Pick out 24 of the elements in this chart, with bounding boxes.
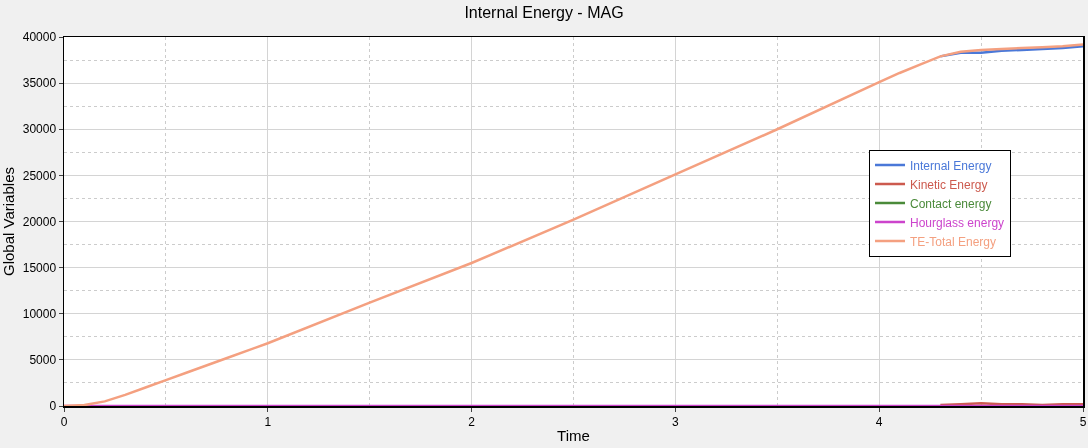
x-tick-label: 0 xyxy=(60,414,68,429)
x-tick-label: 4 xyxy=(875,414,883,429)
y-tick-label: 5000 xyxy=(29,353,57,368)
y-tick-label: 40000 xyxy=(22,30,57,45)
y-tick-label: 35000 xyxy=(22,76,57,91)
legend-label: TE-Total Energy xyxy=(910,234,997,249)
x-tick-label: 1 xyxy=(264,414,272,429)
y-tick-label: 15000 xyxy=(22,260,57,275)
y-tick-label: 30000 xyxy=(22,122,57,137)
y-tick-label: 25000 xyxy=(22,168,57,183)
legend-label: Contact energy xyxy=(910,196,992,211)
legend-label: Hourglass energy xyxy=(910,215,1005,230)
y-tick-label: 0 xyxy=(49,399,57,414)
y-tick-label: 20000 xyxy=(22,214,57,229)
x-tick-label: 5 xyxy=(1079,414,1087,429)
y-axis-title: Global Variables xyxy=(0,167,18,276)
x-tick-label: 3 xyxy=(672,414,680,429)
legend-label: Kinetic Energy xyxy=(910,177,988,192)
legend-label: Internal Energy xyxy=(910,158,992,173)
chart-title: Internal Energy - MAG xyxy=(464,3,624,21)
line-series xyxy=(64,43,1083,406)
y-tick-label: 10000 xyxy=(22,306,57,321)
x-tick-label: 2 xyxy=(468,414,476,429)
x-axis-title: Time xyxy=(557,426,590,444)
